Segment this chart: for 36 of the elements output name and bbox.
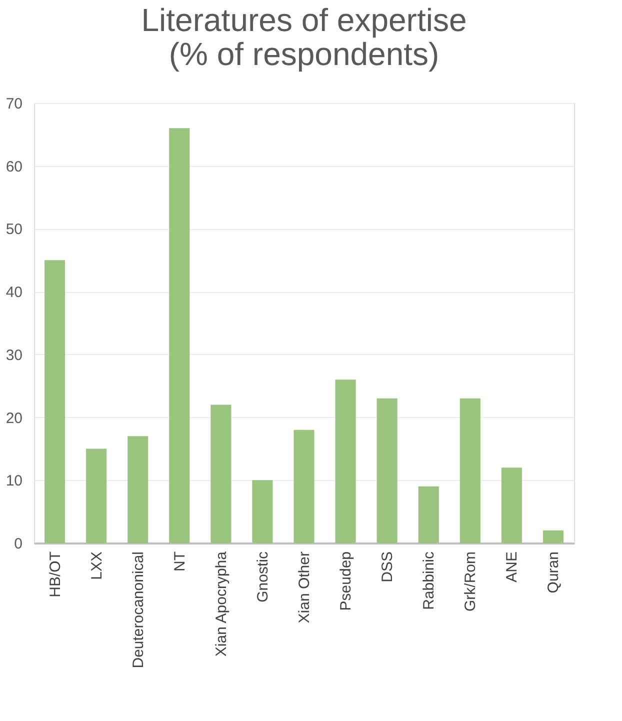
bar: [542, 530, 564, 543]
y-tick-label: 40: [6, 284, 22, 302]
x-tick-label: ANE: [504, 552, 521, 582]
bar: [376, 398, 398, 543]
x-tick-label: HB/OT: [46, 552, 64, 598]
x-tick-label: Xian Apocrypha: [212, 550, 230, 657]
y-tick-label: 50: [6, 221, 22, 238]
y-tick-label: 20: [6, 410, 22, 427]
bar: [252, 480, 273, 543]
x-tick-label: Rabbinic: [420, 551, 438, 610]
x-tick-label: DSS: [379, 552, 396, 582]
text: Literatures of expertise: [141, 2, 467, 38]
bar: [418, 486, 439, 543]
bar: [294, 430, 314, 543]
bar: [210, 404, 232, 543]
bar: [501, 468, 522, 543]
x-tick-label: Pseudep: [338, 552, 355, 611]
x-tick-label: Quran: [545, 552, 562, 594]
x-tick-label: LXX: [88, 552, 106, 580]
text: (% of respondents): [168, 36, 440, 72]
y-tick-label: 60: [6, 158, 22, 176]
x-tick-label: Deuterocanonical: [130, 552, 147, 668]
bar: [128, 436, 148, 543]
bar: [460, 398, 480, 543]
bar: [335, 380, 356, 543]
y-tick-label: 30: [6, 346, 22, 364]
bar: [86, 448, 107, 543]
bar: [44, 260, 66, 543]
x-tick-label: Grk/Rom: [462, 552, 480, 612]
y-tick-label: 70: [6, 96, 22, 112]
x-tick-label: Xian Other: [296, 552, 313, 624]
x-tick-label: NT: [171, 552, 188, 572]
x-tick-label: Gnostic: [254, 551, 272, 602]
bar: [169, 128, 190, 543]
y-tick-label: 0: [14, 536, 22, 552]
y-tick-label: 10: [6, 472, 22, 490]
